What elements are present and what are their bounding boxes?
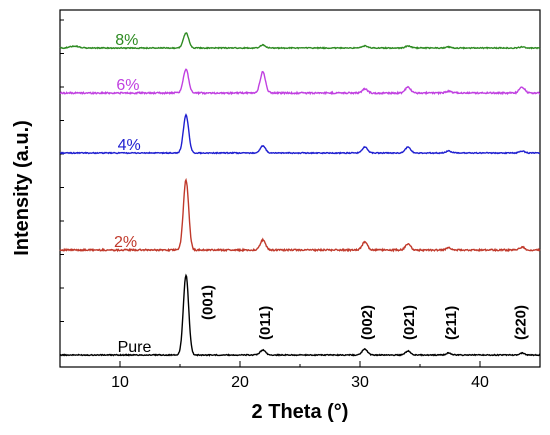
x-axis-ticks: 10 20 30 40 — [59, 19, 541, 391]
series-lines — [59, 32, 541, 357]
peak-annotation: (002) — [359, 305, 376, 340]
y-axis-title: Intensity (a.u.) — [11, 120, 33, 256]
x-tick-label: 20 — [231, 374, 249, 391]
peak-annotation: (211) — [443, 306, 460, 340]
series-line-8pct — [59, 32, 541, 50]
peak-annotation: (001) — [199, 285, 216, 320]
x-axis-title: 2 Theta (°) — [252, 401, 349, 423]
peak-annotation: (220) — [513, 305, 530, 340]
series-line-6pct — [59, 68, 541, 96]
peak-annotation: (011) — [257, 306, 274, 340]
peak-annotation: (021) — [401, 305, 418, 340]
x-tick-label: 30 — [351, 374, 369, 391]
series-label: Pure — [118, 339, 152, 356]
x-tick-label: 10 — [111, 374, 129, 391]
series-label: 4% — [118, 137, 141, 154]
series-line-4pct — [59, 113, 541, 155]
x-tick-label: 40 — [471, 374, 489, 391]
series-label: 8% — [115, 32, 138, 49]
peak-annotations: (001) (011) (002) (021) (211) (220) — [199, 285, 529, 340]
series-line-2pct — [59, 177, 541, 253]
series-line-pure — [59, 273, 541, 357]
series-label: 2% — [114, 234, 137, 251]
series-label: 6% — [116, 77, 139, 94]
series-labels: Pure 2% 4% 6% 8% — [114, 32, 151, 356]
plot-area-frame — [59, 9, 541, 368]
